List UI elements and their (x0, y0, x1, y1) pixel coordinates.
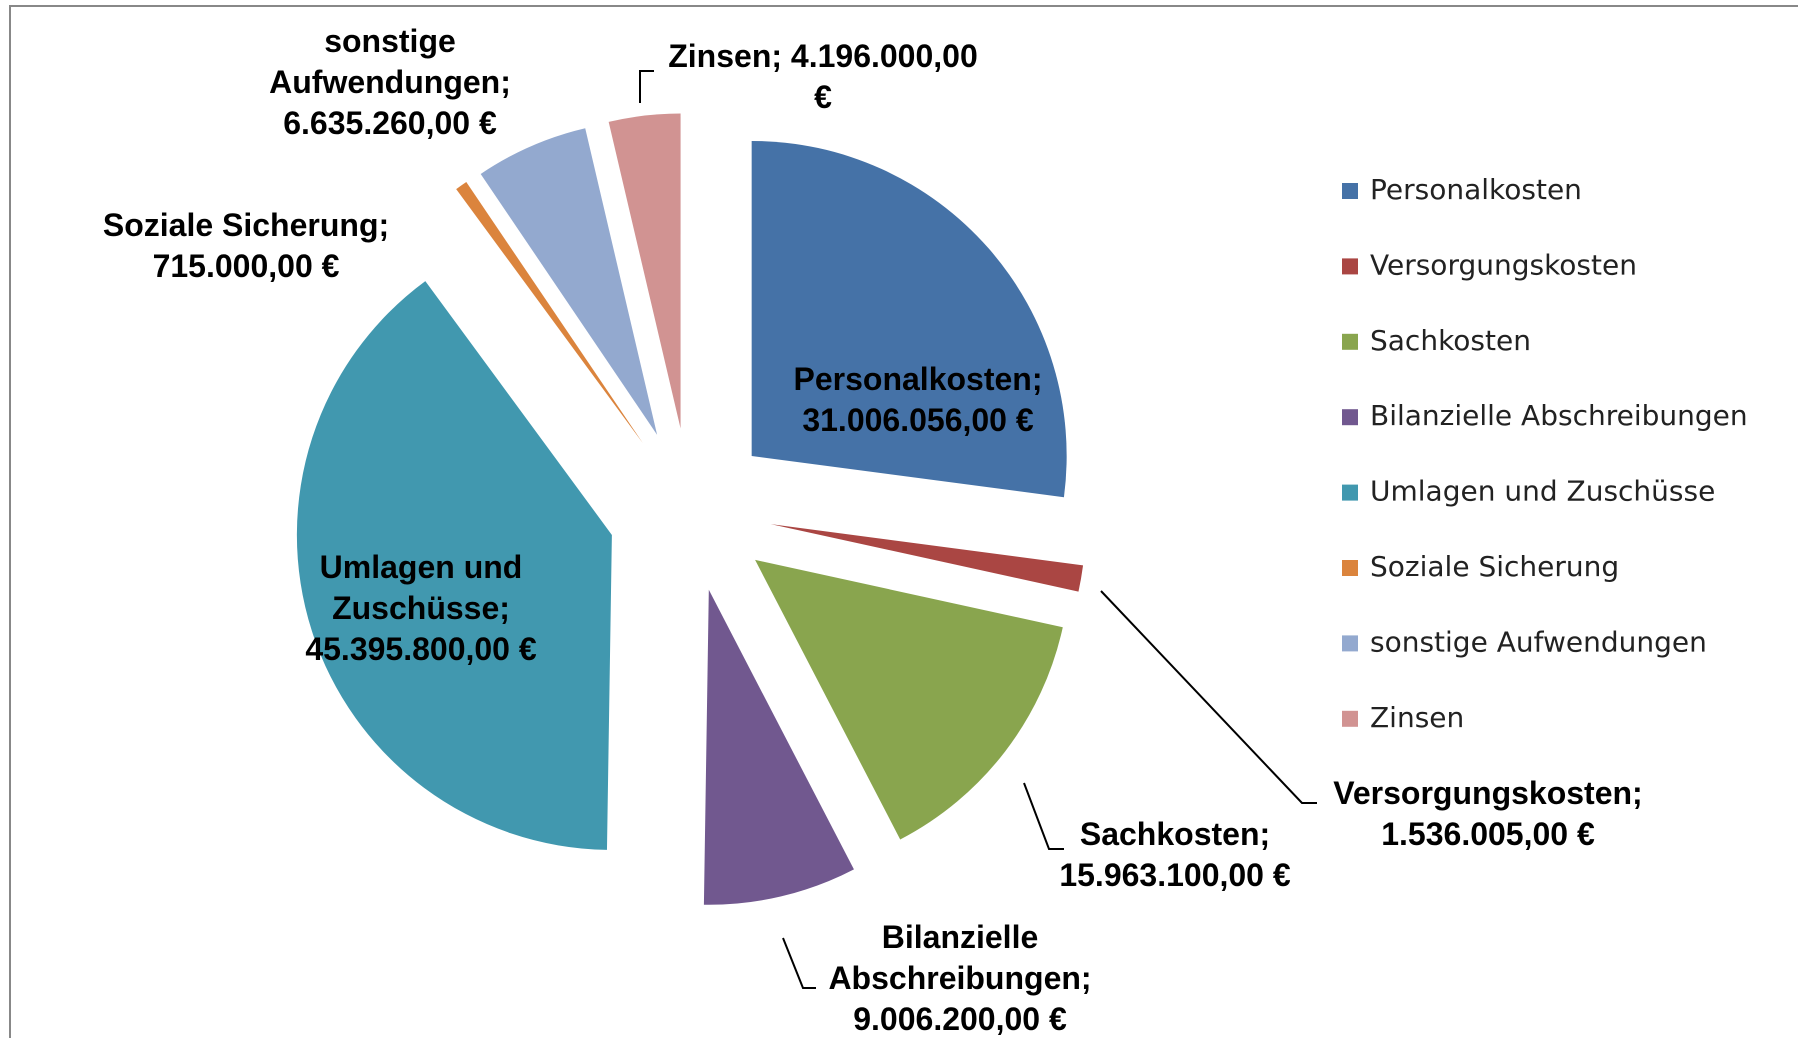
legend-swatch (1342, 409, 1358, 426)
chart-frame (9, 5, 1798, 1038)
leader-line (1023, 782, 1064, 850)
legend-label: sonstige Aufwendungen (1370, 625, 1707, 658)
legend: Personalkosten Versorgungskosten Sachkoste… (1342, 173, 1748, 734)
legend-label: Umlagen und Zuschüsse (1370, 475, 1715, 508)
data-label: Umlagen und Zuschüsse; 45.395.800,00 € (305, 549, 537, 667)
legend-label: Personalkosten (1370, 173, 1582, 206)
legend-swatch (1342, 635, 1358, 652)
pie (296, 113, 1084, 905)
pie-slice (770, 524, 1084, 592)
pie-slice (480, 128, 658, 435)
leader-line (1100, 590, 1317, 804)
legend-swatch (1342, 333, 1358, 350)
data-label: Zinsen; 4.196.000,00 € (668, 38, 978, 115)
data-label: Personalkosten; 31.006.056,00 € (794, 361, 1043, 438)
leader-lines (639, 70, 1317, 989)
legend-swatch (1342, 560, 1358, 576)
legend-swatch (1342, 183, 1358, 199)
data-label: Bilanzielle Abschreibungen; 9.006.200,00 € (828, 919, 1091, 1037)
data-label: Sachkosten; 15.963.100,00 € (1059, 816, 1291, 893)
pie-slice (608, 113, 681, 429)
leader-line (782, 937, 816, 989)
data-label: Soziale Sicherung; 715.000,00 € (103, 207, 389, 284)
legend-label: Versorgungskosten (1370, 248, 1637, 281)
data-label: sonstige Aufwendungen; 6.635.260,00 € (269, 23, 511, 141)
legend-label: Soziale Sicherung (1370, 550, 1619, 583)
legend-swatch (1342, 484, 1358, 501)
legend-swatch (1342, 710, 1358, 727)
pie-slice (296, 281, 612, 850)
legend-label: Bilanzielle Abschreibungen (1370, 399, 1748, 432)
pie-slice (751, 140, 1067, 498)
legend-label: Sachkosten (1370, 324, 1531, 357)
pie-slice (755, 559, 1063, 840)
data-labels: Personalkosten; 31.006.056,00 € Versorgung… (103, 23, 1643, 1037)
leader-line (639, 70, 654, 103)
legend-label: Zinsen (1370, 701, 1464, 734)
pie-slice (703, 589, 854, 905)
legend-swatch (1342, 258, 1358, 275)
data-label: Versorgungskosten; 1.536.005,00 € (1333, 775, 1642, 852)
pie-slice (456, 182, 643, 443)
